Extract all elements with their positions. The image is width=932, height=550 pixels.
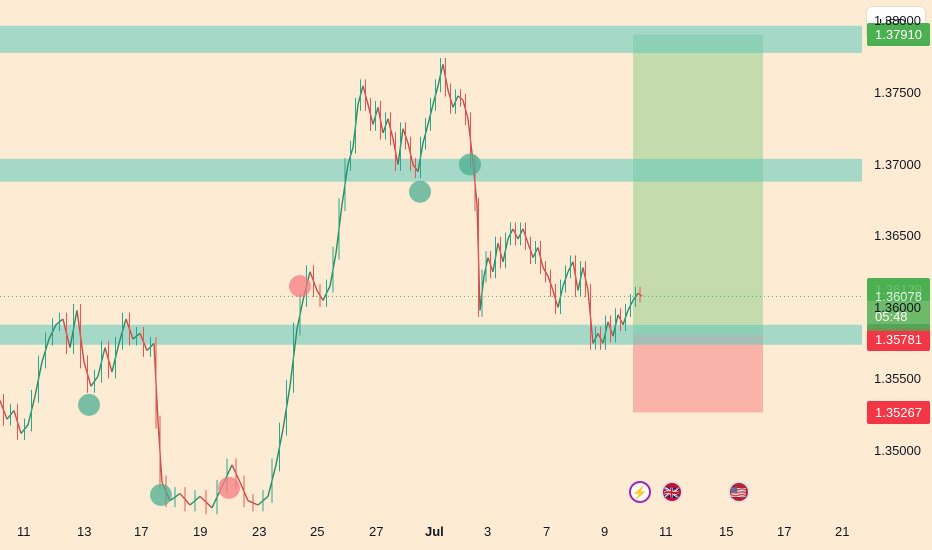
x-tick-label: 27	[369, 524, 384, 539]
x-tick-label: 13	[77, 524, 92, 539]
y-tick-label: 1.37000	[874, 156, 921, 172]
price-tag: 1.35781	[867, 327, 930, 351]
y-tick-label: 1.38000	[874, 13, 921, 29]
x-tick-label: 23	[252, 524, 267, 539]
resistance-zone-top	[0, 25, 862, 53]
x-tick-label: 3	[484, 524, 492, 539]
x-tick-label: 11	[17, 524, 31, 539]
x-tick-label: 17	[777, 524, 792, 539]
uk-flag-event-icon[interactable]: 🇬🇧	[661, 481, 683, 503]
y-tick-label: 1.36500	[874, 228, 921, 244]
y-tick-label: 1.35000	[874, 442, 921, 458]
highlight-circle	[78, 393, 100, 416]
current-price-value: 1.36078	[875, 289, 922, 305]
x-tick-label: 17	[134, 524, 149, 539]
highlight-circle	[289, 275, 311, 298]
x-tick-label: 15	[719, 524, 734, 539]
y-tick-label: 1.35500	[874, 371, 921, 387]
x-tick-label: 25	[310, 524, 325, 539]
x-tick-label: 9	[601, 524, 609, 539]
current-price-tag: 1.36078 05:48	[867, 285, 930, 332]
highlight-circle	[459, 153, 481, 176]
x-tick-label: Jul	[425, 524, 444, 539]
y-tick-label: 1.36000	[874, 299, 921, 315]
bar-countdown: 05:48	[875, 309, 908, 325]
x-tick-label: 7	[543, 524, 551, 539]
lightning-event-icon[interactable]: ⚡	[629, 481, 651, 503]
x-tick-label: 11	[659, 524, 673, 539]
highlight-circle	[409, 180, 431, 203]
x-tick-label: 21	[835, 524, 850, 539]
highlight-circle	[218, 476, 240, 499]
support-zone	[0, 324, 862, 345]
x-tick-label: 19	[193, 524, 208, 539]
price-tag: 1.37910	[867, 23, 930, 47]
us-flag-event-icon[interactable]: 🇺🇸	[728, 481, 750, 503]
stop-zone	[633, 334, 763, 413]
price-tag: 1.35267	[867, 401, 930, 425]
highlight-circle	[150, 483, 172, 506]
target-zone	[633, 34, 763, 335]
resistance-zone-mid	[0, 158, 862, 182]
y-tick-label: 1.37500	[874, 84, 921, 100]
